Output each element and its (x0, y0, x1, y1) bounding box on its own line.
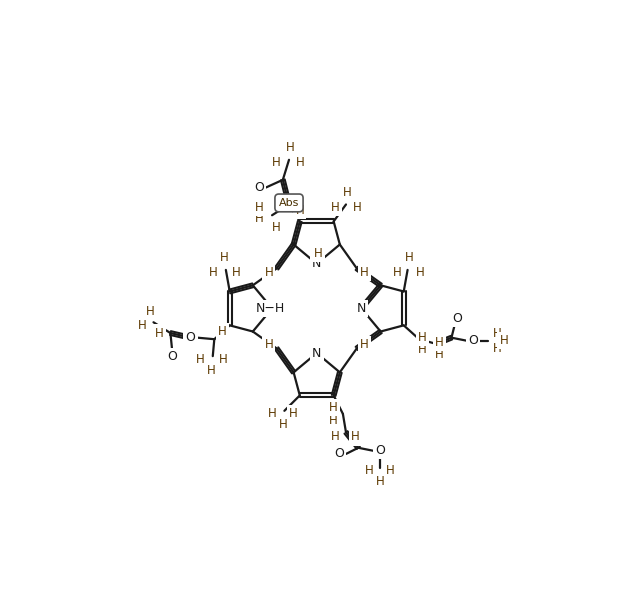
Text: N: N (357, 302, 366, 315)
Text: H: H (219, 352, 228, 366)
Text: O: O (254, 181, 264, 194)
Text: H: H (360, 265, 369, 279)
Text: H: H (273, 156, 281, 169)
Text: H: H (415, 267, 425, 280)
Text: H: H (286, 141, 295, 154)
Text: H: H (343, 186, 352, 199)
Text: H: H (351, 430, 360, 443)
Text: H: H (331, 430, 339, 443)
Text: H: H (435, 348, 444, 361)
Text: H: H (352, 201, 361, 214)
Text: O: O (468, 334, 478, 347)
Text: H: H (146, 305, 154, 318)
Text: H: H (220, 251, 229, 264)
Text: N−H: N−H (256, 302, 285, 315)
Text: H: H (279, 418, 287, 431)
Text: H: H (255, 212, 264, 225)
Text: H: H (207, 364, 216, 376)
Text: O: O (167, 349, 177, 363)
Text: H: H (314, 247, 323, 261)
Text: H: H (155, 327, 164, 340)
Text: Abs: Abs (279, 198, 299, 208)
Text: H: H (295, 156, 304, 169)
Text: O: O (375, 444, 385, 457)
Text: H: H (273, 221, 281, 234)
Text: H: H (196, 352, 205, 366)
Text: H: H (493, 342, 502, 355)
Text: H: H (365, 465, 373, 478)
Text: H: H (268, 408, 276, 421)
Text: H: H (386, 465, 395, 478)
Text: H: H (265, 338, 273, 351)
Text: O: O (334, 447, 344, 460)
Text: N: N (312, 346, 321, 360)
Text: H: H (209, 267, 218, 280)
Text: H: H (265, 265, 273, 279)
Text: H: H (435, 336, 444, 349)
Text: N: N (312, 257, 321, 270)
Text: H: H (289, 408, 298, 421)
Text: H: H (405, 251, 413, 264)
Text: H: H (329, 402, 338, 414)
Text: H: H (232, 267, 241, 280)
Text: H: H (138, 319, 147, 332)
Text: H: H (218, 325, 226, 338)
Text: H: H (493, 327, 502, 340)
Text: H: H (499, 334, 508, 347)
Text: H: H (392, 267, 401, 280)
Text: O: O (453, 312, 462, 325)
Text: H: H (418, 343, 426, 357)
Text: H: H (331, 201, 339, 214)
Text: O: O (185, 331, 195, 344)
Text: H: H (255, 201, 264, 214)
Text: H: H (360, 338, 369, 351)
Text: H: H (418, 331, 426, 344)
Text: H: H (376, 475, 384, 488)
Text: H: H (329, 414, 338, 427)
Text: H: H (295, 204, 304, 217)
